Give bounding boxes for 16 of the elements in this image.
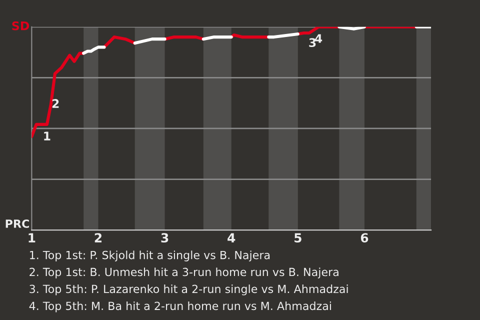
x-tick-label: 5: [294, 233, 302, 243]
text: 1. Top 1st: P. Skjold hit a single vs B. Najera: [30, 250, 270, 262]
x-tick-label: 3: [161, 233, 168, 243]
annotation: 4: [314, 34, 322, 43]
text: SD: [12, 21, 30, 30]
text: 2. Top 1st: B. Unmesh hit a 3-run home run vs B. Najera: [30, 268, 338, 278]
x-tick-label: 4: [228, 233, 236, 242]
x-tick-label: 1: [28, 233, 36, 242]
text: 4. Top 5th: M. Ba hit a 2-run home run vs M. Ahmadzai: [29, 302, 331, 312]
annotation: 3: [309, 38, 316, 48]
annotation: 1: [44, 132, 50, 140]
x-tick-label: 2: [94, 233, 102, 242]
x-tick-label: 6: [360, 233, 368, 243]
annotation: 2: [52, 99, 59, 108]
text: PRC: [6, 220, 29, 228]
text: 3. Top 5th: P. Lazarenko hit a 2-run single vs M. Ahmadzai: [30, 284, 348, 296]
